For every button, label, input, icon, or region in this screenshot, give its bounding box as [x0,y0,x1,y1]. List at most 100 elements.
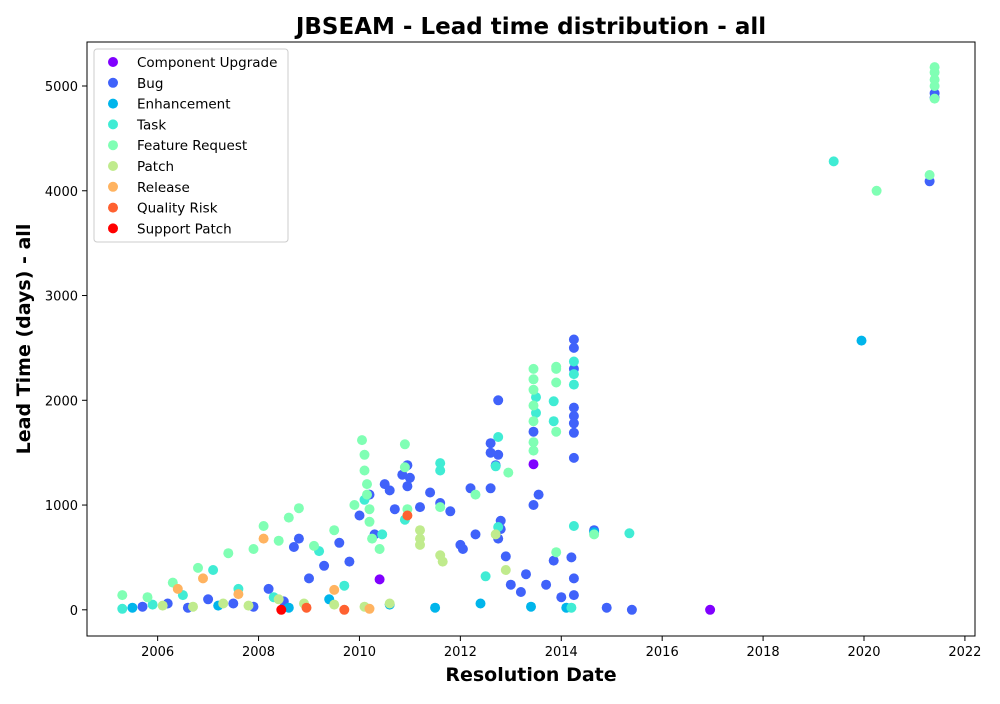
data-point [828,156,839,167]
y-tick-label: 3000 [45,290,78,305]
data-point [218,598,229,609]
data-point [359,465,370,476]
data-point [304,573,314,584]
data-point [377,529,388,540]
data-point [493,432,504,442]
data-point [359,449,370,460]
data-point [117,603,128,614]
data-point [188,601,198,612]
legend-entry: Enhancement [137,97,231,113]
y-axis-ticks: 0 1000 2000 3000 4000 5000 [45,80,87,619]
data-point [364,504,375,515]
data-point [568,590,579,601]
y-tick-label: 1000 [45,499,78,514]
data-point [929,93,940,104]
data-point [364,603,375,614]
data-point [528,374,539,385]
series-1 [137,88,940,615]
series-7 [301,510,413,615]
data-point [228,598,239,609]
series-8 [276,604,287,615]
data-point [485,483,496,494]
data-point [548,555,559,566]
data-point [142,592,153,603]
data-point [283,512,294,523]
series-5 [157,525,511,612]
data-point [528,459,539,470]
data-point [362,489,372,500]
y-tick-label: 5000 [45,80,78,95]
data-point [445,506,456,517]
x-tick-label: 2006 [141,645,174,660]
data-point [856,335,867,346]
data-point [384,598,395,609]
data-point [193,562,203,573]
data-point [568,411,579,421]
data-point [147,599,158,610]
data-point [364,516,375,527]
legend-marker [108,77,118,88]
data-point [430,602,441,613]
data-point [435,502,446,513]
y-tick-label: 2000 [45,394,78,409]
x-tick-label: 2012 [444,645,477,660]
data-point [273,535,284,546]
data-point [528,445,539,456]
data-point [374,544,385,554]
legend-entry: Quality Risk [137,201,218,217]
legend-entry: Component Upgrade [137,55,277,71]
data-point [208,565,219,575]
data-point [548,416,559,427]
data-point [349,500,360,510]
legend-entry: Bug [137,76,163,92]
chart-marks [117,62,940,615]
data-point [117,590,128,601]
data-point [404,472,415,483]
data-point [551,363,562,374]
data-point [233,589,244,600]
x-axis-ticks: 2006 2008 2010 2012 2014 2016 2018 2020 2022 [141,636,981,660]
data-point [521,569,531,580]
data-point [493,395,504,406]
data-point [566,552,577,563]
data-point [528,400,539,411]
data-point [528,363,539,374]
legend-marker [108,202,118,213]
data-point [568,521,579,531]
data-point [480,571,491,582]
data-point [568,427,579,438]
x-tick-label: 2014 [545,645,578,660]
data-point [515,587,526,597]
plot-frame [86,41,976,637]
legend-entry: Task [136,117,166,133]
data-point [172,583,183,594]
legend-marker [108,181,118,192]
data-point [528,416,539,427]
data-point [301,602,312,613]
data-point [548,396,559,407]
legend-marker [108,223,118,234]
data-point [389,504,400,515]
data-point [528,384,539,395]
data-point [568,369,579,380]
data-point [263,583,274,594]
x-tick-label: 2016 [646,645,679,660]
data-point [127,602,138,613]
data-point [198,573,208,584]
data-point [399,439,410,450]
data-point [568,356,579,367]
data-point [528,426,539,437]
data-point [273,594,284,605]
y-axis-label: Lead Time (days) - all [13,224,35,455]
data-point [203,594,214,605]
data-point [258,521,269,531]
data-point [283,602,294,613]
data-point [293,533,304,544]
data-point [601,602,612,613]
data-point [425,487,436,498]
data-point [243,600,254,611]
data-point [319,560,330,571]
data-point [533,489,544,500]
